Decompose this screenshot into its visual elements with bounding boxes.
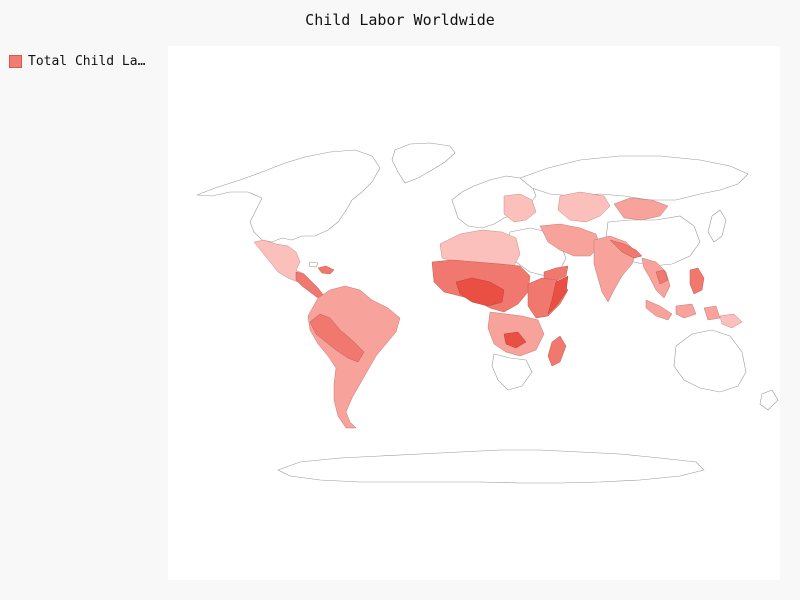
region-indonesia (645, 299, 673, 321)
region-japan (707, 209, 727, 243)
region-central-america (295, 271, 325, 299)
page-title: Child Labor Worldwide (305, 11, 495, 29)
region-russia (519, 155, 749, 201)
region-indonesia-2 (675, 303, 697, 319)
legend[interactable]: Total Child Labor (9, 54, 150, 69)
region-philippines (689, 267, 705, 295)
region-andes (309, 313, 365, 363)
region-indonesia-3 (703, 305, 721, 321)
region-antarctica (277, 449, 705, 484)
region-southeast-asia (641, 257, 671, 299)
region-southern-africa (491, 353, 533, 391)
region-central-africa (455, 277, 505, 307)
region-cambodia (655, 269, 669, 285)
region-nepal-bangladesh (609, 239, 643, 259)
region-mongolia (613, 197, 669, 221)
region-png (719, 313, 743, 329)
legend-label: Total Child Labor (28, 54, 150, 69)
world-map (196, 142, 779, 484)
region-zambia (503, 331, 527, 349)
region-somalia (547, 275, 569, 315)
region-new-zealand (759, 389, 779, 411)
region-madagascar (547, 335, 567, 367)
region-central-asia (557, 191, 611, 223)
region-caribbean-2 (308, 261, 319, 268)
region-india (593, 235, 637, 303)
region-caribbean (317, 265, 335, 275)
map-panel[interactable] (168, 46, 780, 580)
region-north-america (196, 149, 381, 243)
region-greenland (391, 142, 456, 184)
region-eastern-europe (503, 193, 537, 223)
region-australia (673, 329, 747, 393)
legend-swatch (9, 55, 22, 68)
